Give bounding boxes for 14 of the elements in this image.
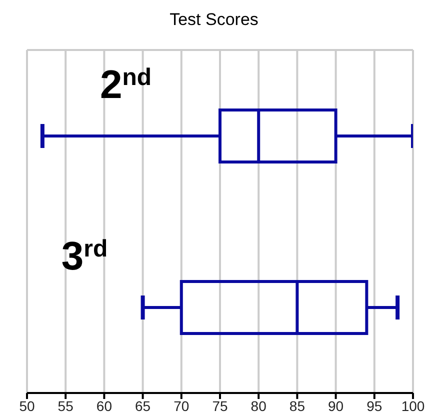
x-tick-label: 70 [174,398,190,414]
x-tick-label: 60 [96,398,112,414]
x-tick-label: 100 [401,398,425,414]
x-tick-label: 90 [328,398,344,414]
chart-title: Test Scores [168,10,260,30]
y-tick-label: 2$^{nd}$ [100,63,152,107]
x-tick-label: 65 [135,398,151,414]
x-tick-label: 80 [250,398,267,414]
x-tick-label: 95 [366,398,382,414]
x-tick-label: 55 [58,398,74,414]
x-tick-label: 75 [212,398,228,414]
x-tick-label: 50 [19,398,35,414]
y-tick-label: 3$^{rd}$ [61,234,108,278]
x-tick-label: 85 [289,398,306,414]
